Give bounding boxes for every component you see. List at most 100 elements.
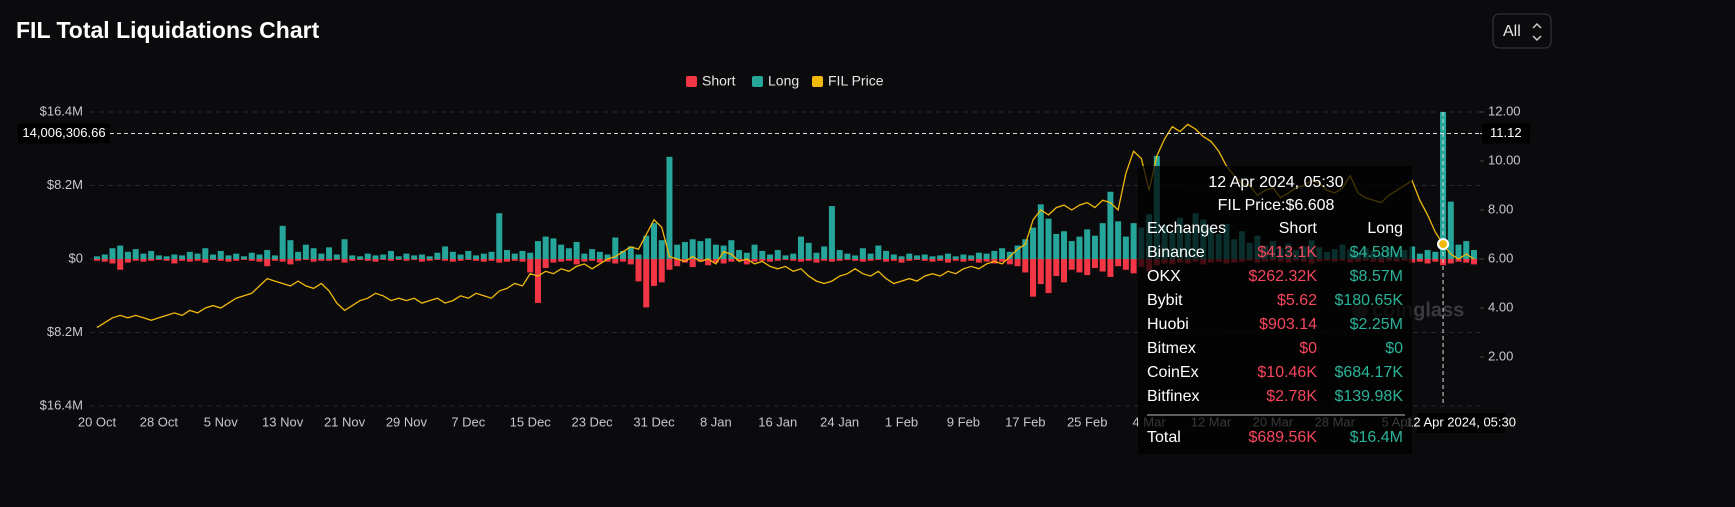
bar bbox=[511, 259, 518, 261]
bar bbox=[527, 252, 534, 259]
bar bbox=[542, 236, 549, 259]
bar bbox=[210, 254, 217, 259]
bar bbox=[650, 223, 657, 259]
bar bbox=[790, 259, 797, 261]
tooltip: 12 Apr 2024, 05:30 FIL Price:$6.608 Exchan… bbox=[1138, 166, 1412, 454]
bar bbox=[596, 259, 603, 263]
bar bbox=[465, 250, 472, 259]
bar bbox=[380, 254, 387, 259]
legend-label[interactable]: Long bbox=[768, 73, 799, 89]
bar bbox=[906, 259, 913, 261]
tooltip-cell: Binance bbox=[1147, 244, 1205, 261]
x-tick-label: 16 Jan bbox=[758, 414, 797, 429]
range-label[interactable]: All bbox=[1503, 23, 1521, 40]
bar bbox=[914, 255, 921, 259]
y2-tick-label: 8.00 bbox=[1488, 201, 1513, 216]
bar bbox=[372, 259, 379, 262]
bar bbox=[1115, 259, 1122, 267]
bar bbox=[1076, 236, 1083, 259]
range-button[interactable] bbox=[1492, 13, 1552, 49]
tooltip-cell: CoinEx bbox=[1147, 364, 1199, 381]
bar bbox=[968, 255, 975, 259]
bar bbox=[434, 259, 441, 260]
bar bbox=[991, 250, 998, 259]
bar bbox=[155, 255, 162, 259]
bar bbox=[844, 253, 851, 259]
bar bbox=[1022, 239, 1029, 259]
legend-swatch[interactable] bbox=[686, 76, 697, 87]
bar bbox=[519, 259, 526, 262]
bar bbox=[217, 259, 224, 261]
bar bbox=[333, 259, 340, 260]
bar bbox=[504, 259, 511, 262]
bar bbox=[1447, 201, 1454, 259]
bar bbox=[968, 259, 975, 261]
bar bbox=[534, 259, 541, 303]
bar bbox=[279, 259, 286, 262]
bar bbox=[805, 242, 812, 259]
chevron-icon bbox=[1532, 22, 1542, 42]
bar bbox=[148, 259, 155, 261]
bar bbox=[828, 259, 835, 262]
bar bbox=[109, 259, 116, 264]
bar bbox=[921, 254, 928, 259]
bar bbox=[101, 259, 108, 262]
bar bbox=[1463, 259, 1470, 263]
bar bbox=[658, 240, 665, 259]
x-tick-label: 20 Oct bbox=[78, 414, 117, 429]
bar bbox=[457, 259, 464, 261]
bar bbox=[1076, 259, 1083, 273]
bar bbox=[1130, 223, 1137, 259]
bar bbox=[581, 259, 588, 262]
bar bbox=[1409, 259, 1416, 263]
bar bbox=[650, 259, 657, 286]
bar bbox=[418, 254, 425, 259]
bar bbox=[426, 256, 433, 259]
x-tick-label: 15 Dec bbox=[510, 414, 552, 429]
bar bbox=[94, 256, 100, 259]
tooltip-cell: $8.57M bbox=[1350, 268, 1403, 285]
y-tick-label: $16.4M bbox=[40, 103, 83, 118]
bar bbox=[697, 241, 704, 259]
legend-swatch[interactable] bbox=[812, 76, 823, 87]
bar bbox=[233, 253, 240, 259]
bar bbox=[1091, 235, 1098, 259]
bar bbox=[403, 253, 410, 259]
bar bbox=[488, 259, 495, 261]
bar bbox=[1045, 259, 1052, 294]
bar bbox=[101, 254, 108, 259]
bar bbox=[914, 259, 921, 260]
bar bbox=[364, 259, 371, 261]
bar bbox=[94, 259, 100, 261]
bar bbox=[449, 251, 456, 259]
legend-label[interactable]: FIL Price bbox=[828, 73, 884, 89]
bar bbox=[442, 259, 449, 261]
bar bbox=[867, 259, 874, 261]
tooltip-cell: Total bbox=[1147, 429, 1181, 446]
bar bbox=[589, 249, 596, 259]
bar bbox=[364, 253, 371, 259]
bar bbox=[689, 239, 696, 259]
bar bbox=[852, 255, 859, 259]
bar bbox=[1014, 245, 1021, 259]
bar bbox=[1455, 244, 1462, 259]
bar bbox=[302, 244, 309, 259]
bar bbox=[859, 259, 866, 262]
bar bbox=[1130, 259, 1137, 274]
bar bbox=[550, 238, 557, 259]
bar bbox=[867, 253, 874, 259]
bar bbox=[983, 253, 990, 259]
bar bbox=[782, 255, 789, 259]
range-selector[interactable]: All bbox=[1492, 13, 1552, 49]
bar bbox=[264, 259, 271, 267]
legend-swatch[interactable] bbox=[752, 76, 763, 87]
bar bbox=[295, 259, 302, 261]
y2-tick-label: 10.00 bbox=[1488, 152, 1521, 167]
crosshair-y-box bbox=[18, 123, 110, 144]
bar bbox=[310, 259, 317, 262]
bar bbox=[573, 241, 580, 259]
legend-label[interactable]: Short bbox=[702, 73, 736, 89]
bar bbox=[511, 253, 518, 259]
